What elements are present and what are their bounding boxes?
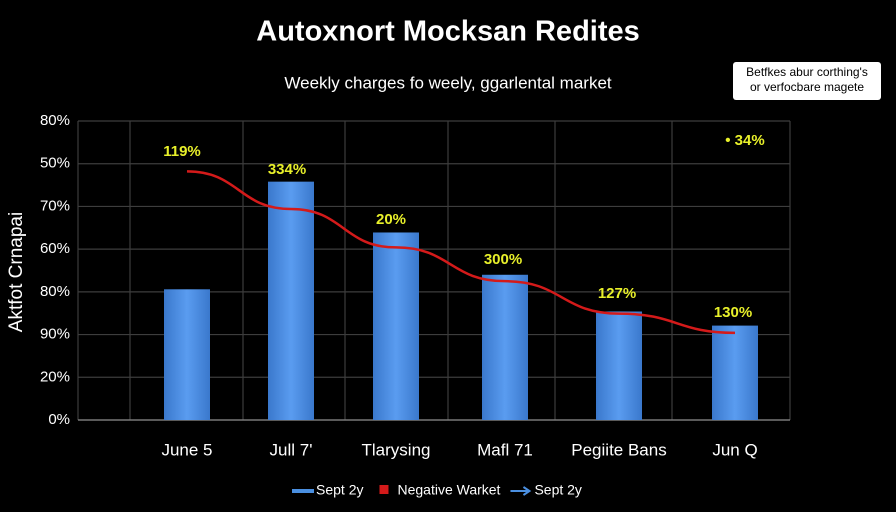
annotation: • 34% bbox=[725, 132, 764, 149]
bar bbox=[482, 274, 528, 420]
y-axis-title: Aktfot Crnapai bbox=[6, 212, 27, 332]
legend-swatch bbox=[510, 486, 532, 496]
line-series bbox=[186, 170, 736, 335]
chart-title: Autoxnort Mocksan Redites bbox=[256, 16, 640, 48]
bar bbox=[164, 289, 210, 420]
x-tick-label: Jull 7' bbox=[270, 440, 313, 459]
annotation: 334% bbox=[268, 161, 306, 178]
bar bbox=[268, 181, 314, 420]
note-box bbox=[733, 62, 881, 100]
bar bbox=[712, 325, 758, 420]
y-tick-label: 50% bbox=[40, 155, 70, 172]
y-tick-label: 60% bbox=[40, 240, 70, 257]
y-tick-label: 70% bbox=[40, 197, 70, 214]
y-tick-label: 20% bbox=[40, 368, 70, 385]
note-line: Betfkes abur corthing's bbox=[746, 65, 868, 79]
y-tick-label: 80% bbox=[40, 283, 70, 300]
x-tick-label: Mafl 71 bbox=[477, 440, 533, 459]
annotation: 300% bbox=[484, 251, 522, 268]
legend-label: Sept 2y bbox=[534, 482, 581, 498]
annotation: 119% bbox=[163, 143, 201, 160]
annotation: 130% bbox=[714, 304, 752, 321]
x-tick-label: June 5 bbox=[161, 440, 212, 459]
y-tick-label: 80% bbox=[40, 112, 70, 129]
legend-swatch bbox=[379, 485, 389, 494]
x-tick-label: Tlarysing bbox=[362, 440, 431, 459]
y-tick-label: 0% bbox=[48, 411, 70, 428]
legend-label: Sept 2y bbox=[316, 482, 363, 498]
annotation: 127% bbox=[598, 285, 636, 302]
legend-label: Negative Warket bbox=[397, 482, 500, 498]
bar bbox=[596, 311, 642, 420]
x-tick-label: Jun Q bbox=[712, 440, 757, 459]
annotation: 20% bbox=[376, 211, 406, 228]
bar bbox=[373, 232, 419, 420]
legend-swatch bbox=[292, 489, 314, 493]
chart-subtitle: Weekly charges fo weely, ggarlental mark… bbox=[284, 73, 612, 92]
note-line: or verfocbare magete bbox=[750, 80, 864, 94]
x-tick-label: Pegiite Bans bbox=[571, 440, 666, 459]
y-tick-label: 90% bbox=[40, 326, 70, 343]
